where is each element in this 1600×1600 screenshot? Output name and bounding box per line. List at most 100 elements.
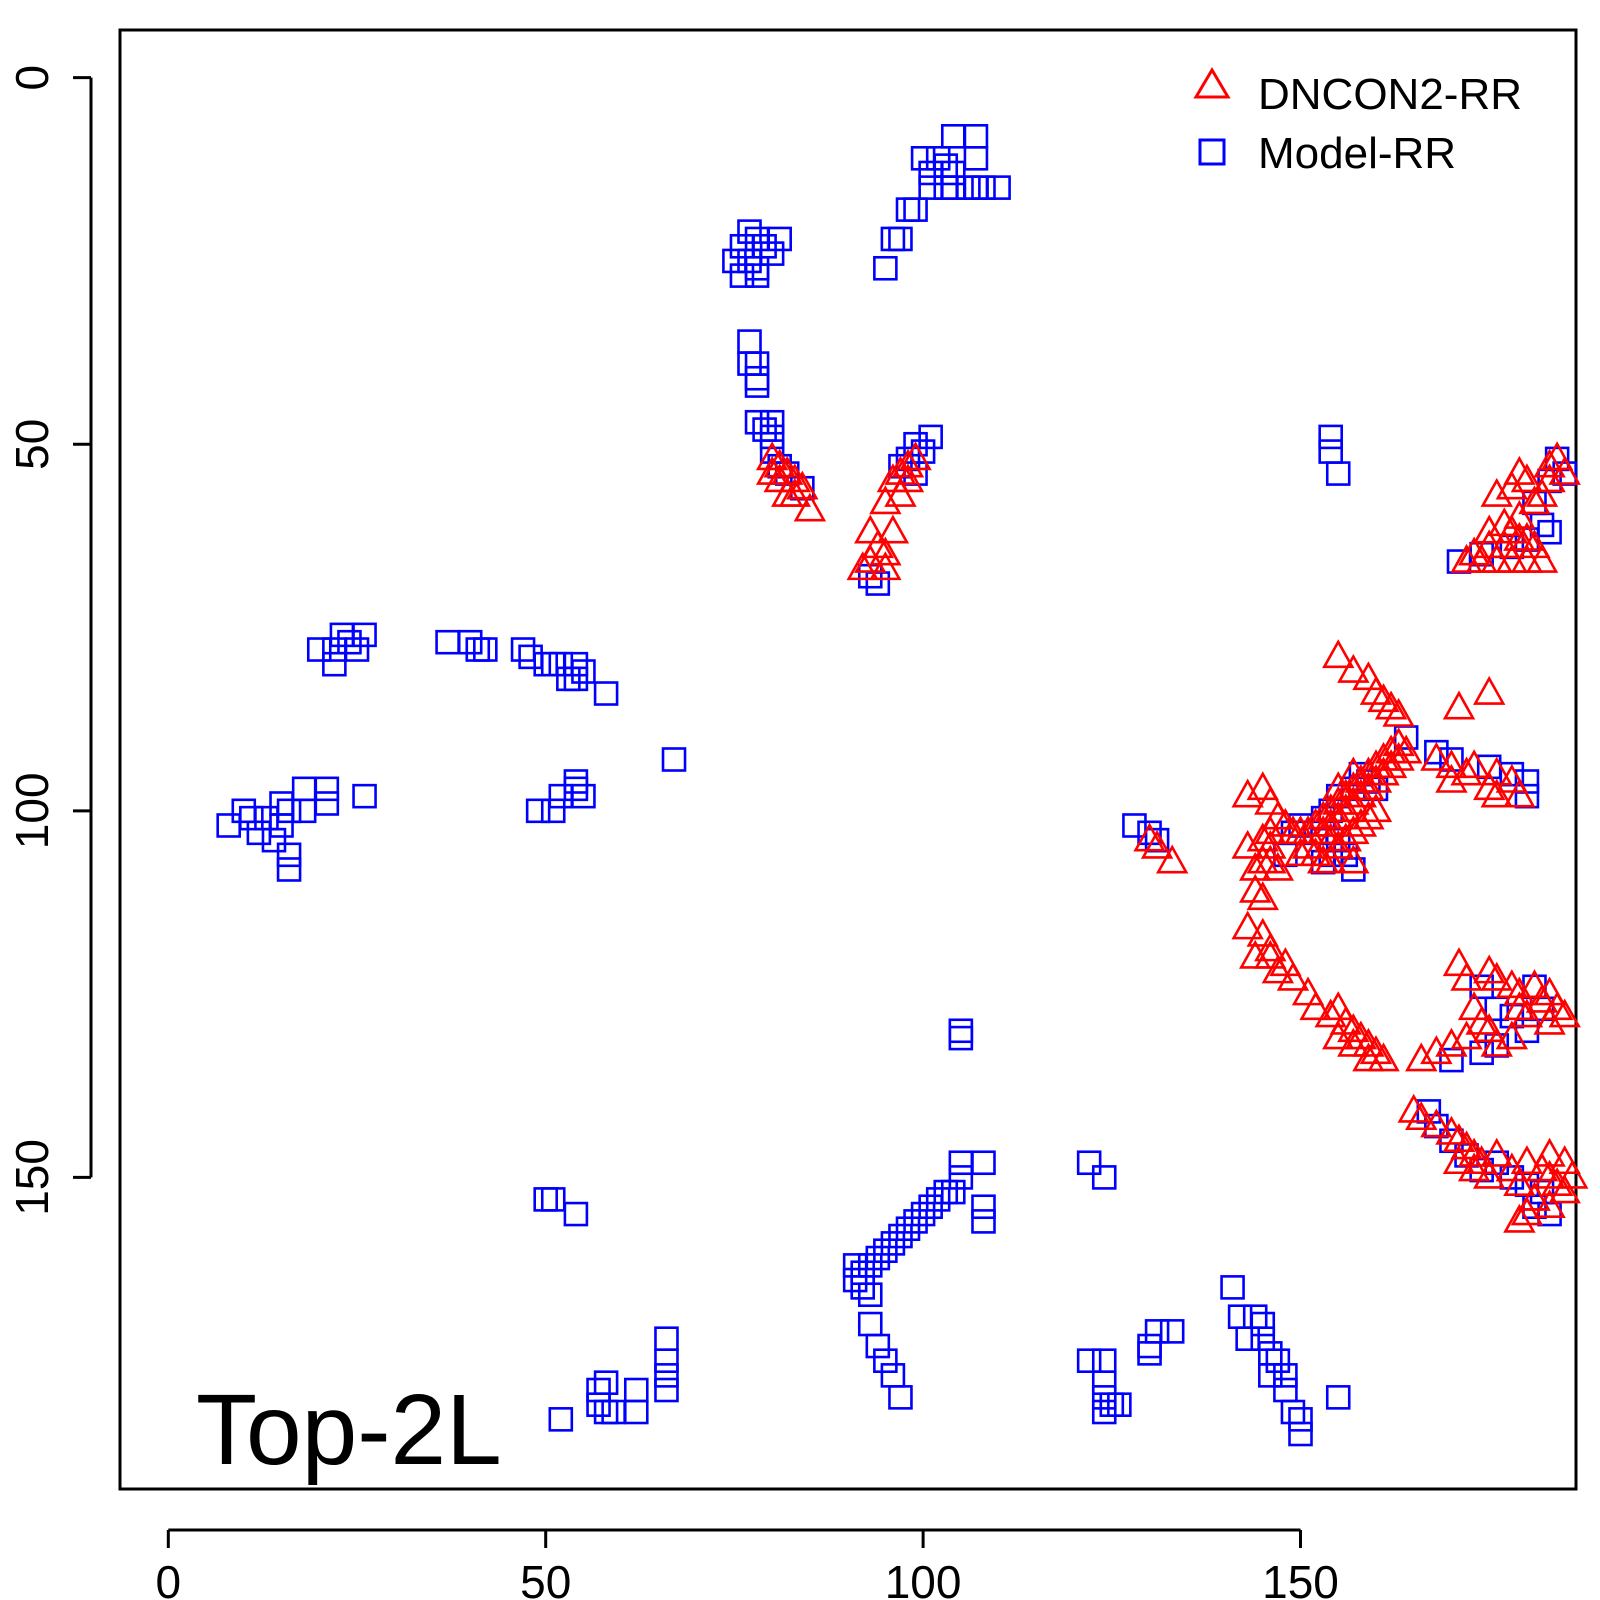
dncon2-rr-point [1435,1115,1468,1145]
dncon2-rr-point [854,514,887,544]
dncon2-rr-point [1533,1005,1566,1035]
model-rr-point [1273,1363,1298,1388]
model-rr-point [473,637,498,662]
y-tick-label: 150 [6,1139,58,1216]
dncon2-rr-point [1465,1005,1498,1035]
dncon2-rr-point [763,448,796,478]
model-rr-point [910,146,936,171]
model-rr-point [1280,1399,1306,1425]
dncon2-rr-point [1556,1159,1589,1189]
model-rr-point [1250,1326,1276,1352]
model-rr-point [329,622,355,648]
dncon2-rr-point [1540,1167,1574,1197]
dncon2-rr-point [1503,976,1536,1006]
model-rr-point [1235,1326,1260,1352]
model-rr-point [744,255,770,281]
dncon2-rr-point [1322,991,1355,1021]
model-rr-point [940,160,966,186]
model-rr-point [246,820,272,846]
model-rr-point [1258,1363,1283,1388]
dncon2-rr-point [1352,1042,1385,1072]
dncon2-rr-point [1525,477,1559,507]
dncon2-rr-point [1450,1020,1483,1050]
dncon2-rr-point [1548,1145,1581,1175]
dncon2-rr-point [1495,470,1529,500]
legend: DNCON2-RR Model-RR [1193,67,1522,178]
dncon2-rr-point [1533,976,1566,1006]
dncon2-rr-point [899,441,932,471]
dncon2-rr-point [1540,991,1574,1021]
legend-square-marker [1198,138,1226,166]
dncon2-rr-point [1359,763,1393,793]
dncon2-rr-point [1457,1137,1491,1167]
x-tick-label: 50 [520,1556,571,1600]
model-rr-point [533,651,559,677]
dncon2-rr-point [1405,1101,1438,1131]
model-rr-point [933,153,959,178]
model-rr-point [571,659,596,684]
dncon2-rr-point [1291,976,1325,1006]
dncon2-rr-point [1457,749,1491,779]
dncon2-rr-point [1374,749,1408,779]
dncon2-rr-point [1420,1108,1453,1138]
model-rr-point [744,263,770,288]
dncon2-rr-point [1472,514,1506,544]
dncon2-rr-point [1472,954,1506,984]
dncon2-rr-point [1488,507,1521,537]
dncon2-rr-point [1518,1181,1551,1211]
dncon2-rr-point [1254,815,1287,845]
dncon2-rr-point [1548,998,1581,1028]
dncon2-rr-point [1442,947,1476,977]
x-tick-label: 150 [1262,1556,1339,1600]
model-rr-point [880,1231,906,1256]
model-rr-point [601,1399,626,1425]
dncon2-rr-point [1254,785,1287,815]
model-rr-point [857,1282,883,1308]
model-rr-point [971,1209,996,1234]
annotation-top-2l: Top-2L [196,1374,502,1486]
dncon2-rr-point [778,477,812,507]
model-rr-point [322,637,347,662]
model-rr-point [291,798,317,824]
model-rr-point [903,197,928,222]
dncon2-rr-point [1435,763,1468,793]
model-rr-point [1076,1348,1102,1373]
model-rr-point [533,1187,559,1212]
dncon2-rr-point [861,529,895,559]
model-rr-point [956,175,981,200]
dncon2-rr-point [1337,653,1370,683]
model-rr-point [1076,1150,1102,1176]
model-rr-point [873,1348,898,1373]
dncon2-rr-point [1495,1020,1529,1050]
model-rr-point [737,329,762,354]
model-rr-point [842,1253,868,1278]
dncon2-rr-point [1254,932,1287,962]
dncon2-rr-point [1367,683,1400,713]
dncon2-rr-point [1533,448,1566,478]
model-rr-point [563,769,589,794]
dncon2-rr-point [1284,837,1317,867]
model-rr-point [963,146,989,171]
model-rr-point [314,791,340,816]
dncon2-rr-point [1548,455,1581,485]
dncon2-rr-point [1231,778,1264,808]
dncon2-rr-point [1329,822,1363,852]
model-rr-point [540,1187,566,1212]
model-rr-point [1325,461,1351,486]
model-rr-point [873,255,898,281]
dncon2-rr-point [891,448,925,478]
dncon2-rr-point [1548,1174,1581,1204]
dncon2-rr-point [1254,939,1287,969]
model-rr-point [1122,813,1147,838]
dncon2-rr-point [1510,463,1544,493]
model-rr-point [623,1399,649,1425]
dncon2-rr-point [1382,697,1415,727]
model-rr-point [593,1399,619,1425]
model-rr-point [759,241,785,266]
dncon2-rr-point [1533,463,1566,493]
dncon2-rr-point [846,551,879,581]
dncon2-rr-point [1246,822,1279,852]
model-rr-point [291,776,317,802]
dncon2-rr-point [869,551,902,581]
model-rr-point [948,1018,974,1044]
